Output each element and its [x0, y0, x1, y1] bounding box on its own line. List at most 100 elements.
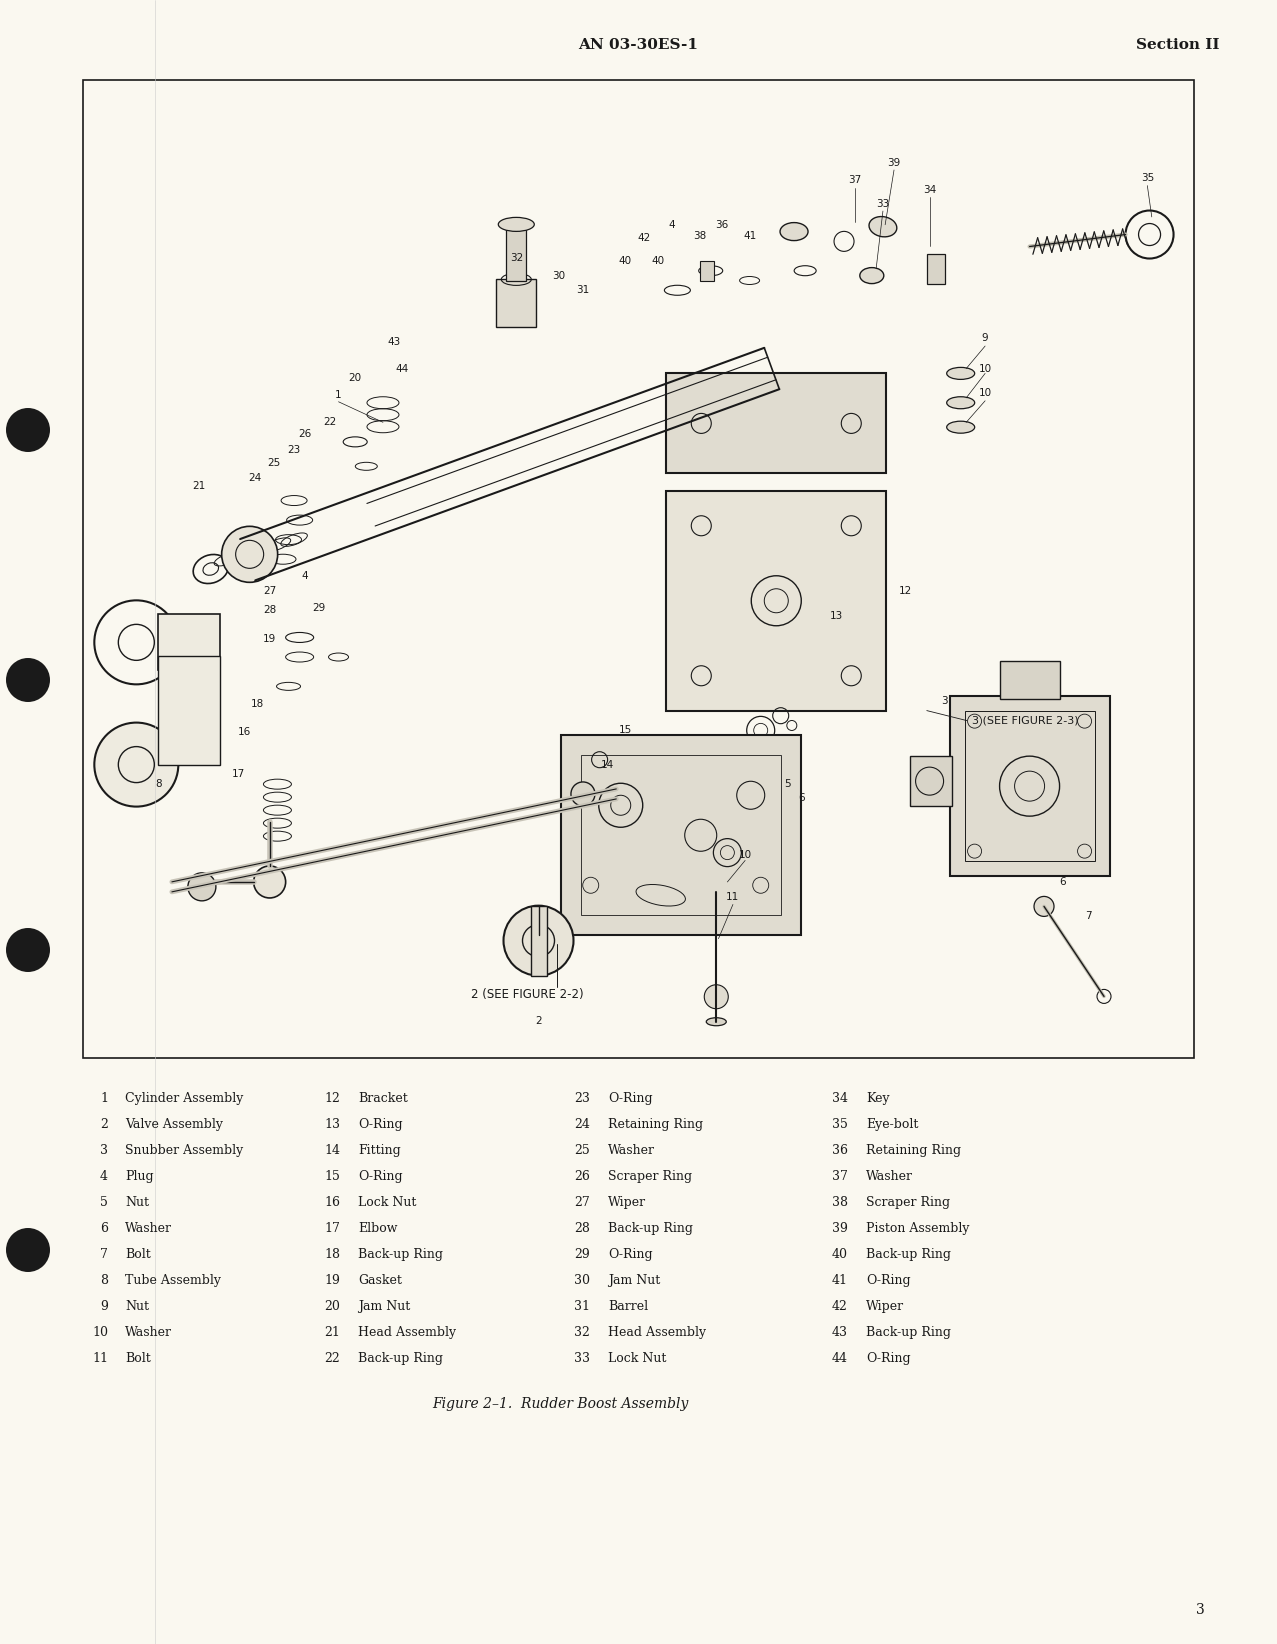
Bar [158, 656, 221, 764]
Text: Wiper: Wiper [608, 1195, 646, 1208]
Text: 39: 39 [833, 1221, 848, 1235]
Text: Jam Nut: Jam Nut [608, 1274, 660, 1287]
Bar [667, 373, 886, 473]
Text: Nut: Nut [125, 1195, 149, 1208]
Text: 18: 18 [324, 1248, 340, 1261]
Text: Lock Nut: Lock Nut [358, 1195, 416, 1208]
Text: Eye-bolt: Eye-bolt [866, 1118, 918, 1131]
Text: 8: 8 [100, 1274, 109, 1287]
Text: Snubber Assembly: Snubber Assembly [125, 1144, 243, 1156]
Text: O-Ring: O-Ring [608, 1248, 653, 1261]
Text: 23: 23 [287, 444, 300, 455]
Text: 36: 36 [833, 1144, 848, 1156]
Text: 24: 24 [575, 1118, 590, 1131]
Circle shape [503, 906, 573, 975]
Text: 3: 3 [1195, 1603, 1204, 1618]
Text: 35: 35 [833, 1118, 848, 1131]
Text: Back-up Ring: Back-up Ring [608, 1221, 693, 1235]
Text: 40: 40 [833, 1248, 848, 1261]
Bar [530, 906, 547, 975]
Circle shape [705, 985, 728, 1009]
Text: 42: 42 [637, 233, 651, 243]
Text: 28: 28 [263, 605, 276, 615]
Text: Bolt: Bolt [125, 1248, 151, 1261]
Text: 34: 34 [923, 184, 936, 194]
Text: 17: 17 [324, 1221, 340, 1235]
Text: 6: 6 [100, 1221, 109, 1235]
Text: Jam Nut: Jam Nut [358, 1299, 410, 1312]
Text: Back-up Ring: Back-up Ring [866, 1248, 951, 1261]
Bar [158, 615, 221, 671]
Bar [667, 492, 886, 710]
Text: 43: 43 [387, 337, 401, 347]
Text: Bracket: Bracket [358, 1092, 407, 1105]
Text: 7: 7 [1085, 911, 1092, 921]
Text: O-Ring: O-Ring [358, 1118, 402, 1131]
Text: 2 (SEE FIGURE 2-2): 2 (SEE FIGURE 2-2) [471, 988, 584, 1001]
Text: 10: 10 [978, 363, 992, 373]
Bar [581, 755, 780, 916]
Text: 34: 34 [833, 1092, 848, 1105]
Text: 3: 3 [100, 1144, 109, 1156]
Circle shape [6, 658, 50, 702]
Bar [561, 735, 801, 935]
Text: Elbow: Elbow [358, 1221, 397, 1235]
Text: AN 03-30ES-1: AN 03-30ES-1 [578, 38, 699, 53]
Text: Head Assembly: Head Assembly [358, 1325, 456, 1338]
Text: 2: 2 [100, 1118, 109, 1131]
Text: O-Ring: O-Ring [866, 1274, 911, 1287]
Text: Nut: Nut [125, 1299, 149, 1312]
Text: 21: 21 [192, 482, 206, 492]
Bar [927, 255, 945, 284]
Text: 12: 12 [324, 1092, 340, 1105]
Text: Piston Assembly: Piston Assembly [866, 1221, 969, 1235]
Ellipse shape [946, 396, 974, 409]
Circle shape [6, 408, 50, 452]
Text: Washer: Washer [125, 1325, 172, 1338]
Bar [700, 261, 714, 281]
Text: Valve Assembly: Valve Assembly [125, 1118, 223, 1131]
Circle shape [6, 1228, 50, 1272]
Text: 21: 21 [324, 1325, 340, 1338]
Text: Scraper Ring: Scraper Ring [608, 1169, 692, 1182]
Text: 11: 11 [92, 1351, 109, 1365]
Text: 17: 17 [232, 769, 245, 779]
Text: 11: 11 [727, 891, 739, 901]
Text: Cylinder Assembly: Cylinder Assembly [125, 1092, 244, 1105]
Text: 30: 30 [552, 271, 564, 281]
Text: 4: 4 [100, 1169, 109, 1182]
Bar [506, 230, 526, 281]
Text: Lock Nut: Lock Nut [608, 1351, 667, 1365]
Text: 25: 25 [267, 459, 281, 469]
Text: Barrel: Barrel [608, 1299, 649, 1312]
Text: 40: 40 [653, 256, 665, 266]
Text: 41: 41 [743, 232, 756, 242]
Text: 38: 38 [693, 232, 706, 242]
Circle shape [94, 723, 179, 807]
Text: O-Ring: O-Ring [358, 1169, 402, 1182]
Text: 32: 32 [575, 1325, 590, 1338]
Text: 33: 33 [876, 199, 890, 209]
Text: 43: 43 [833, 1325, 848, 1338]
Text: 1: 1 [100, 1092, 109, 1105]
Text: 2: 2 [535, 1016, 541, 1026]
Text: Wiper: Wiper [866, 1299, 904, 1312]
Text: 20: 20 [349, 373, 361, 383]
Text: 44: 44 [396, 363, 409, 373]
Ellipse shape [780, 222, 808, 240]
Text: 4: 4 [669, 220, 676, 230]
Ellipse shape [946, 421, 974, 432]
Text: 15: 15 [618, 725, 632, 735]
Text: Washer: Washer [866, 1169, 913, 1182]
Circle shape [6, 927, 50, 972]
Text: 4: 4 [301, 570, 309, 580]
Text: 28: 28 [575, 1221, 590, 1235]
Text: 26: 26 [299, 429, 312, 439]
Text: 16: 16 [238, 727, 250, 737]
Ellipse shape [859, 268, 884, 284]
Text: 13: 13 [324, 1118, 340, 1131]
Text: Plug: Plug [125, 1169, 153, 1182]
Text: 31: 31 [573, 1299, 590, 1312]
Text: 40: 40 [618, 256, 632, 266]
Text: 37: 37 [833, 1169, 848, 1182]
